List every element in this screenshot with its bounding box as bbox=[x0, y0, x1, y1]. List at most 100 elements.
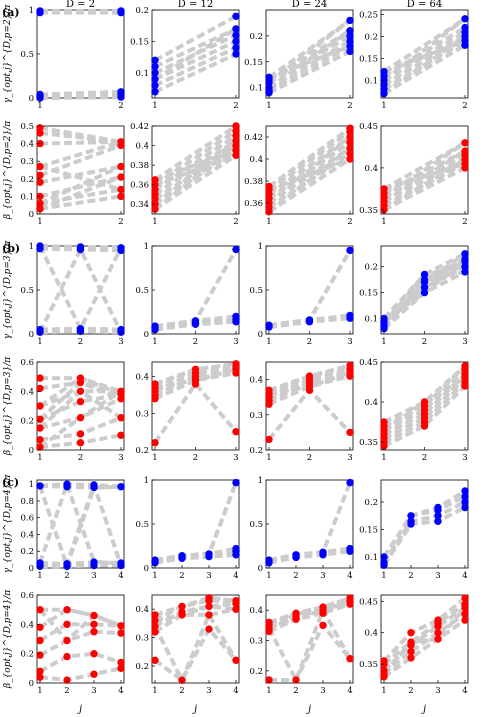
data-point bbox=[265, 556, 273, 564]
data-point bbox=[76, 387, 85, 395]
x-tick-label: 2 bbox=[307, 453, 312, 463]
trajectory-line bbox=[154, 598, 236, 623]
y-tick-label: 0 bbox=[29, 446, 34, 456]
x-tick-label: 3 bbox=[118, 337, 123, 347]
trajectory-line bbox=[153, 124, 238, 182]
data-point bbox=[151, 439, 159, 447]
data-point bbox=[151, 176, 159, 184]
trajectory-line bbox=[267, 129, 352, 192]
data-point bbox=[265, 321, 273, 329]
trajectory-line bbox=[154, 363, 237, 390]
trajectory-line bbox=[382, 489, 467, 559]
data-point bbox=[76, 325, 85, 333]
data-point bbox=[232, 428, 240, 436]
x-tick-label: 3 bbox=[91, 686, 96, 696]
panel-r4-c2: 1 2 3 4 0 0.5 1 bbox=[249, 476, 354, 581]
data-point bbox=[434, 635, 442, 643]
x-tick-label: 1 bbox=[152, 101, 157, 111]
x-tick-label: 1 bbox=[37, 571, 42, 581]
data-point bbox=[117, 162, 125, 171]
y-tick-label: 0.4 bbox=[135, 373, 149, 383]
y-tick-label: 0.5 bbox=[20, 286, 34, 296]
data-point bbox=[319, 621, 327, 629]
y-tick-label: 0 bbox=[29, 679, 34, 689]
y-tick-label: 0.5 bbox=[20, 50, 34, 60]
data-point bbox=[407, 512, 415, 520]
trajectory-line bbox=[382, 39, 467, 91]
x-tick-label: 1 bbox=[266, 571, 271, 581]
x-tick-label: 1 bbox=[266, 453, 271, 463]
data-point bbox=[380, 657, 388, 665]
y-tick-label: 0.5 bbox=[20, 122, 34, 132]
data-point bbox=[346, 246, 354, 255]
data-point bbox=[90, 611, 98, 620]
trajectory-lines bbox=[38, 478, 123, 573]
data-point bbox=[232, 37, 240, 46]
data-point bbox=[151, 56, 159, 64]
y-tick-label: 1 bbox=[144, 242, 149, 252]
data-point bbox=[151, 380, 159, 388]
trajectory-line bbox=[154, 595, 237, 617]
x-tick-label: 2 bbox=[293, 686, 298, 696]
x-tick-label: 1 bbox=[381, 686, 386, 696]
data-point bbox=[36, 7, 44, 15]
data-point bbox=[265, 182, 273, 191]
trajectory-line bbox=[40, 607, 122, 628]
data-point bbox=[178, 602, 186, 611]
y-tick-label: 0.3 bbox=[20, 157, 34, 167]
trajectory-line bbox=[268, 370, 351, 403]
y-tick-label: 0.25 bbox=[359, 10, 378, 20]
x-tick-label: 2 bbox=[408, 571, 413, 581]
trajectory-line bbox=[39, 651, 122, 674]
data-point bbox=[232, 245, 240, 254]
data-point bbox=[90, 481, 98, 489]
x-tick-label: 1 bbox=[37, 337, 42, 347]
x-tick-label: 4 bbox=[347, 686, 352, 696]
y-tick-label: 0 bbox=[144, 564, 149, 574]
x-tick-label: 1 bbox=[381, 217, 386, 227]
trajectory-line bbox=[154, 367, 237, 397]
data-points bbox=[265, 478, 354, 567]
trajectory-lines bbox=[268, 481, 352, 565]
data-point bbox=[90, 650, 98, 658]
panel-r1-c0: 1 2 0 0.1 0.2 0.3 0.4 0.5 bbox=[20, 122, 125, 227]
data-point bbox=[63, 480, 71, 488]
data-point bbox=[420, 270, 429, 279]
trajectory-line bbox=[154, 45, 237, 88]
data-point bbox=[232, 360, 240, 368]
data-points bbox=[380, 487, 469, 569]
y-tick-label: 0.3 bbox=[249, 411, 263, 421]
panel-r5-c1: 1 2 3 4 0.2 0.3 0.4 bbox=[135, 594, 240, 696]
trajectory-line bbox=[39, 187, 122, 206]
trajectory-line bbox=[153, 143, 238, 201]
data-point bbox=[346, 478, 354, 487]
x-tick-label: 2 bbox=[307, 337, 312, 347]
x-tick-label: 3 bbox=[206, 571, 211, 581]
data-point bbox=[117, 185, 125, 194]
data-point bbox=[36, 482, 44, 490]
y-tick-label: 0.2 bbox=[135, 662, 149, 672]
panel-r3-c0: 1 2 3 0 0.2 0.4 0.6 bbox=[20, 358, 125, 463]
data-point bbox=[346, 655, 354, 663]
axes-frame bbox=[36, 9, 125, 99]
trajectory-line bbox=[39, 164, 122, 206]
x-axis-label: j bbox=[421, 704, 426, 715]
y-tick-label: 0.4 bbox=[249, 155, 263, 165]
data-point bbox=[265, 618, 273, 626]
y-tick-label: 0.42 bbox=[130, 122, 149, 132]
y-axis-label: γ_{opt,j}^{D,p=3}/π bbox=[3, 240, 13, 340]
x-tick-label: 3 bbox=[118, 453, 123, 463]
data-point bbox=[36, 178, 44, 187]
x-tick-label: 3 bbox=[347, 453, 352, 463]
x-tick-label: 4 bbox=[347, 571, 352, 581]
y-tick-label: 0.4 bbox=[364, 629, 378, 639]
data-point bbox=[434, 629, 442, 637]
panel-r4-c0: 1 2 3 4 0 0.2 0.4 0.6 0.8 1 bbox=[20, 478, 125, 581]
y-tick-label: 0.1 bbox=[20, 192, 34, 202]
y-tick-label: 0.1 bbox=[364, 76, 378, 86]
trajectory-line bbox=[267, 140, 352, 201]
data-point bbox=[232, 122, 240, 130]
trajectory-line bbox=[39, 164, 122, 192]
trajectory-lines bbox=[267, 126, 352, 214]
x-tick-label: 2 bbox=[233, 101, 238, 111]
